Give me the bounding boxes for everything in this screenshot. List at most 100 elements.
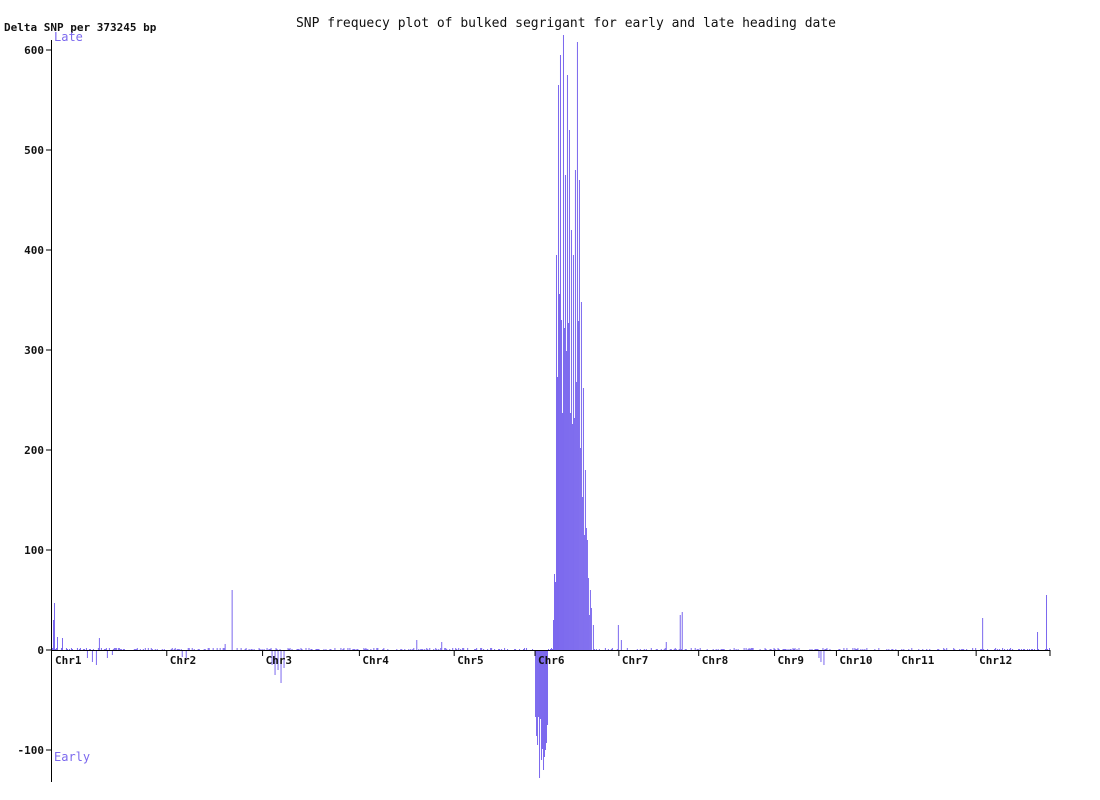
bar [839,649,841,650]
bar [134,649,136,650]
bar [231,590,233,650]
bar [373,648,375,650]
bar [570,230,572,650]
bar [1038,649,1040,650]
bar [118,648,120,650]
bar [752,648,754,650]
bar [499,649,501,650]
bar [838,649,840,650]
bar [422,649,424,650]
bar [123,649,125,650]
bar [86,650,88,658]
bar [785,649,787,650]
bar [363,648,365,650]
bar [722,649,724,650]
chromosome-label: Chr5 [457,654,484,667]
bar [387,649,389,650]
bar [435,648,437,650]
bar [236,648,238,650]
bar [330,649,332,650]
bar [122,649,124,650]
bar [843,648,845,650]
bar [476,648,478,650]
bar [674,648,676,650]
bar [240,648,242,650]
bar [636,649,638,650]
bar [318,649,320,650]
bar [589,590,591,650]
chromosome-label: Chr9 [778,654,805,667]
bar [452,648,454,650]
bar [543,650,545,770]
bar [673,649,675,650]
bar [645,649,647,650]
bar [583,535,585,650]
bar [154,649,156,650]
bar [76,648,78,650]
bar [163,649,165,650]
bar [219,648,221,650]
bar [298,649,300,650]
bar [578,180,580,650]
bar [679,615,681,650]
bar [418,649,420,650]
bar [269,649,271,650]
bar [198,649,200,650]
bar [114,648,116,650]
bar [79,648,81,650]
bar [723,649,725,650]
y-tick-label: 300 [24,344,44,357]
bar [587,578,589,650]
bar [556,377,558,650]
bar [244,649,246,650]
bar [523,649,525,650]
bar [536,650,538,736]
bar [120,649,122,650]
bar [343,648,345,650]
bar [604,648,606,650]
bar [926,649,928,650]
bar [593,649,595,650]
bar [276,649,278,650]
bar [1029,649,1031,650]
bar [895,649,897,650]
bar [1031,649,1033,650]
bar [287,648,289,650]
bar [65,648,67,650]
bar [590,608,592,650]
bar [1023,649,1025,650]
bar [490,648,492,650]
bar [223,648,225,650]
bar [825,649,827,650]
bar [367,649,369,650]
bar [743,648,745,650]
bar [197,649,199,650]
bar [458,648,460,650]
bar [567,323,569,650]
bar [297,649,299,650]
bar [487,649,489,650]
y-tick-label: 200 [24,444,44,457]
bar [553,620,554,650]
bar [296,649,298,650]
bar [554,582,556,650]
bar [1012,649,1014,650]
chromosome-label: Chr3 [266,654,293,667]
bar [519,649,521,650]
bar [793,649,795,650]
bar [592,625,594,650]
bar [329,649,331,650]
chromosome-label: Chr10 [839,654,872,667]
bar [610,649,612,650]
bar [383,648,385,650]
bar [697,649,699,650]
bar [538,650,540,717]
bar [208,648,210,650]
bar [61,638,63,650]
bar [136,648,138,650]
bar [684,649,686,650]
chromosome-label: Chr6 [538,654,565,667]
bar [60,648,62,650]
bar [595,649,597,650]
bar [855,649,857,650]
